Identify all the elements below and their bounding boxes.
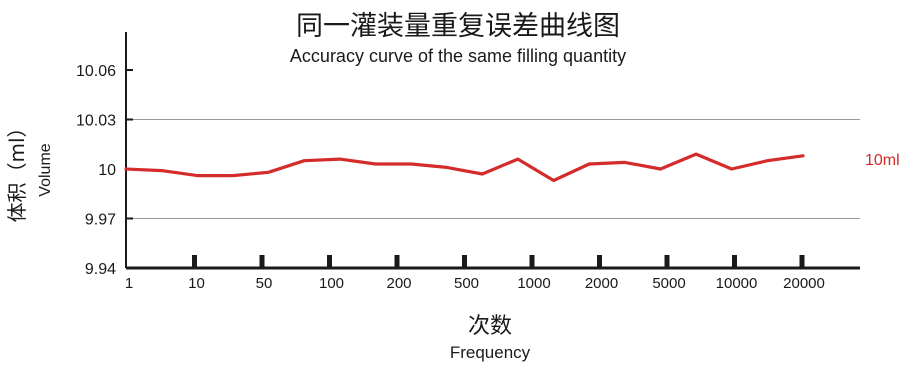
x-axis-label: 次数	[468, 314, 512, 339]
x-tick-label: 5000	[652, 275, 685, 292]
axes	[125, 32, 860, 270]
series-group: 10ml	[124, 152, 900, 183]
x-ticks: 1 10 50 100 200 500 1000 2000 5000 10000 20000	[125, 255, 825, 292]
x-tick-label: 10000	[716, 275, 758, 292]
y-tick-label: 10.06	[76, 63, 116, 80]
x-tick-label: 100	[319, 275, 344, 292]
chart-title: 同一灌装量重复误差曲线图	[296, 11, 620, 42]
y-ticks: 10.06 10.03 10 9.97 9.94	[76, 63, 133, 278]
y-tick-label: 9.94	[85, 261, 116, 278]
x-tick-label: 1000	[517, 275, 550, 292]
x-tick-label: 20000	[783, 275, 825, 292]
x-tick-label: 10	[188, 275, 205, 292]
y-axis-label: 体积（ml）	[5, 117, 29, 222]
series-label: 10ml	[865, 152, 900, 169]
series-line	[124, 152, 805, 183]
y-axis-label-en: Volume	[37, 143, 54, 196]
x-axis-label-en: Frequency	[450, 343, 531, 362]
chart-subtitle: Accuracy curve of the same filling quant…	[290, 46, 626, 66]
y-tick-label: 9.97	[85, 212, 116, 229]
x-tick-label: 200	[386, 275, 411, 292]
gridlines	[126, 119, 860, 219]
x-tick-label: 1	[125, 275, 133, 292]
x-tick-label: 2000	[585, 275, 618, 292]
x-tick-label: 50	[256, 275, 273, 292]
y-tick-label: 10.03	[76, 113, 116, 130]
x-tick-label: 500	[454, 275, 479, 292]
y-tick-label: 10	[98, 162, 116, 179]
